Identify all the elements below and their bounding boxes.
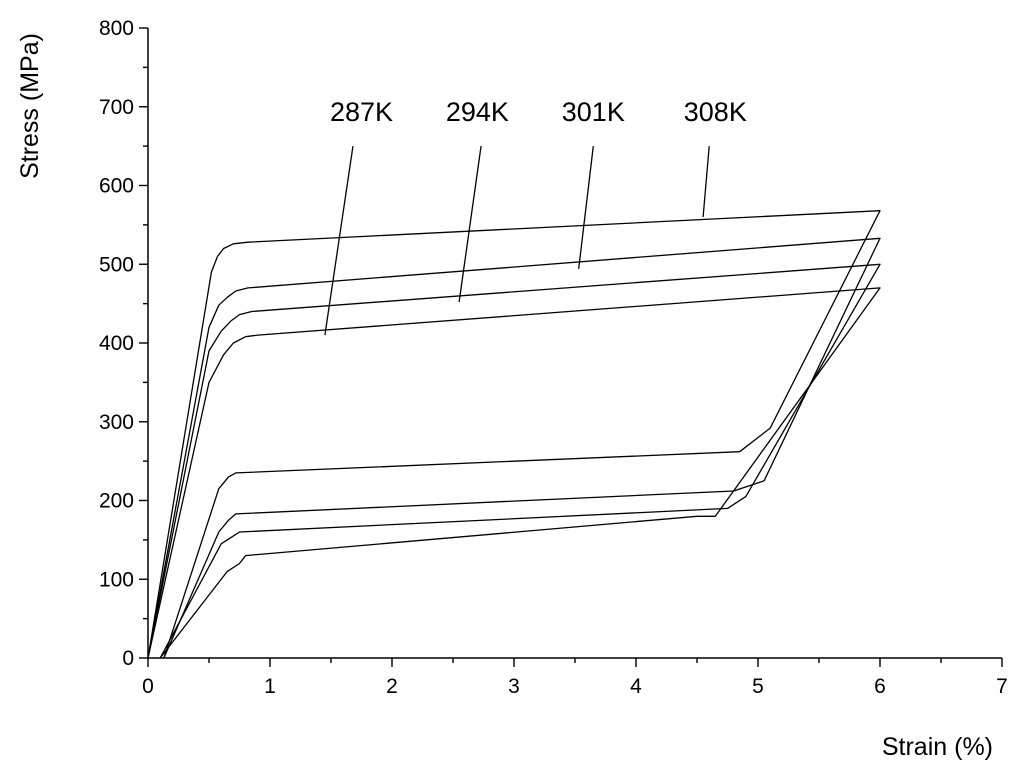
y-tick-label: 0 — [122, 647, 134, 670]
leader-line-287K — [324, 146, 354, 336]
series-line-294K — [147, 263, 881, 659]
series-annotation-301K: 301K — [562, 97, 625, 127]
x-tick-label: 7 — [996, 675, 1008, 698]
x-tick-label: 3 — [508, 675, 520, 698]
annotations-group: 287K 294K 301K 308K — [324, 97, 747, 336]
y-tick-label: 700 — [99, 96, 134, 119]
series-annotation-308K: 308K — [684, 97, 747, 127]
x-tick-label: 4 — [630, 675, 642, 698]
y-axis-label: Stress (MPa) — [16, 33, 44, 179]
x-tick-label: 0 — [142, 675, 154, 698]
series-annotation-294K: 294K — [446, 97, 509, 127]
x-axis-label: Strain (%) — [882, 733, 993, 761]
leader-line-308K — [702, 146, 710, 218]
x-tick-label: 2 — [386, 675, 398, 698]
series-line-301K — [147, 237, 881, 659]
y-tick-label: 400 — [99, 332, 134, 355]
leader-line-301K — [578, 146, 594, 270]
tick-labels: 0 100 200 300 400 500 600 700 800 0 1 2 3 4 5 6 7 — [99, 17, 1008, 698]
series-annotation-287K: 287K — [330, 97, 393, 127]
y-tick-label: 100 — [99, 568, 134, 591]
series-line-287K — [147, 287, 881, 659]
y-tick-label: 500 — [99, 253, 134, 276]
ticks — [139, 27, 1003, 667]
y-tick-label: 600 — [99, 175, 134, 198]
series-group — [147, 210, 881, 659]
series-line-308K — [147, 210, 881, 659]
x-tick-label: 6 — [874, 675, 886, 698]
x-tick-label: 1 — [264, 675, 276, 698]
y-tick-label: 800 — [99, 17, 134, 40]
leader-line-294K — [458, 146, 482, 303]
y-tick-label: 300 — [99, 411, 134, 434]
y-tick-label: 200 — [99, 490, 134, 513]
x-tick-label: 5 — [752, 675, 764, 698]
